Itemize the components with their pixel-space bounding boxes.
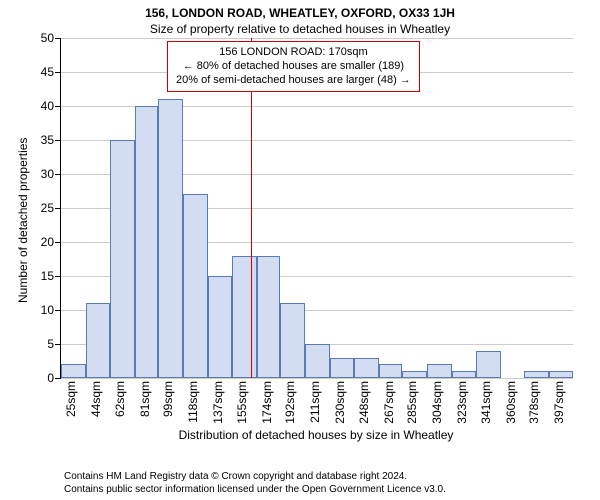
grid-line [61, 38, 573, 39]
y-tick-label: 25 [24, 201, 54, 215]
y-tick [55, 174, 61, 175]
histogram-bar [110, 140, 135, 378]
y-tick-label: 5 [24, 337, 54, 351]
annotation-line2: ← 80% of detached houses are smaller (18… [176, 60, 411, 74]
histogram-bar [280, 303, 305, 378]
page-title-address: 156, LONDON ROAD, WHEATLEY, OXFORD, OX33… [0, 0, 600, 20]
footer-line2: Contains public sector information licen… [64, 483, 446, 496]
histogram-bar [427, 364, 452, 378]
histogram-bar [402, 371, 427, 378]
histogram-bar [183, 194, 208, 378]
y-tick [55, 208, 61, 209]
y-tick [55, 344, 61, 345]
x-tick-label: 99sqm [161, 381, 175, 417]
histogram-bar [476, 351, 501, 378]
x-tick-label: 44sqm [89, 381, 103, 417]
footer-credits: Contains HM Land Registry data © Crown c… [64, 470, 446, 496]
y-tick-label: 0 [24, 371, 54, 385]
y-tick-label: 30 [24, 167, 54, 181]
y-tick [55, 242, 61, 243]
y-tick-label: 40 [24, 99, 54, 113]
grid-line [61, 378, 573, 379]
x-tick-label: 267sqm [382, 381, 396, 424]
annotation-line1: 156 LONDON ROAD: 170sqm [176, 46, 411, 60]
page-title-sub: Size of property relative to detached ho… [0, 20, 600, 38]
histogram-bar [524, 371, 549, 378]
histogram-bar [232, 256, 257, 378]
x-tick-label: 211sqm [308, 381, 322, 423]
x-tick-label: 25sqm [64, 381, 78, 417]
annotation-box: 156 LONDON ROAD: 170sqm ← 80% of detache… [167, 41, 420, 92]
histogram-bar [86, 303, 110, 378]
y-tick [55, 38, 61, 39]
y-tick-label: 10 [24, 303, 54, 317]
y-tick [55, 106, 61, 107]
y-tick [55, 276, 61, 277]
y-tick-label: 15 [24, 269, 54, 283]
y-tick [55, 140, 61, 141]
x-tick-label: 137sqm [211, 381, 225, 424]
x-tick-label: 285sqm [405, 381, 419, 424]
histogram-bar [452, 371, 476, 378]
histogram-bar [379, 364, 403, 378]
histogram-bar [257, 256, 281, 378]
y-tick-label: 45 [24, 65, 54, 79]
histogram-bar [330, 358, 354, 378]
y-tick-label: 50 [24, 31, 54, 45]
x-axis-title: Distribution of detached houses by size … [60, 428, 572, 442]
x-tick-label: 192sqm [283, 381, 297, 424]
x-tick-label: 248sqm [357, 381, 371, 424]
x-tick-label: 304sqm [430, 381, 444, 424]
chart-container: 156 LONDON ROAD: 170sqm ← 80% of detache… [0, 38, 600, 448]
y-tick [55, 72, 61, 73]
y-tick [55, 310, 61, 311]
histogram-bar [158, 99, 183, 378]
x-tick-label: 341sqm [479, 381, 493, 424]
x-tick-label: 62sqm [113, 381, 127, 417]
x-tick-label: 81sqm [138, 381, 152, 417]
x-tick-label: 118sqm [186, 381, 200, 423]
histogram-bar [135, 106, 159, 378]
y-tick [55, 378, 61, 379]
x-tick-label: 397sqm [552, 381, 566, 424]
x-tick-label: 174sqm [260, 381, 274, 424]
plot-area: 156 LONDON ROAD: 170sqm ← 80% of detache… [60, 38, 573, 379]
histogram-bar [208, 276, 232, 378]
x-tick-label: 323sqm [455, 381, 469, 424]
x-tick-label: 378sqm [527, 381, 541, 424]
x-tick-label: 360sqm [504, 381, 518, 424]
x-tick-label: 155sqm [235, 381, 249, 424]
histogram-bar [305, 344, 330, 378]
y-tick-label: 35 [24, 133, 54, 147]
histogram-bar [354, 358, 379, 378]
annotation-line3: 20% of semi-detached houses are larger (… [176, 74, 411, 88]
x-tick-label: 230sqm [333, 381, 347, 424]
footer-line1: Contains HM Land Registry data © Crown c… [64, 470, 446, 483]
histogram-bar [549, 371, 573, 378]
histogram-bar [61, 364, 86, 378]
y-tick-label: 20 [24, 235, 54, 249]
